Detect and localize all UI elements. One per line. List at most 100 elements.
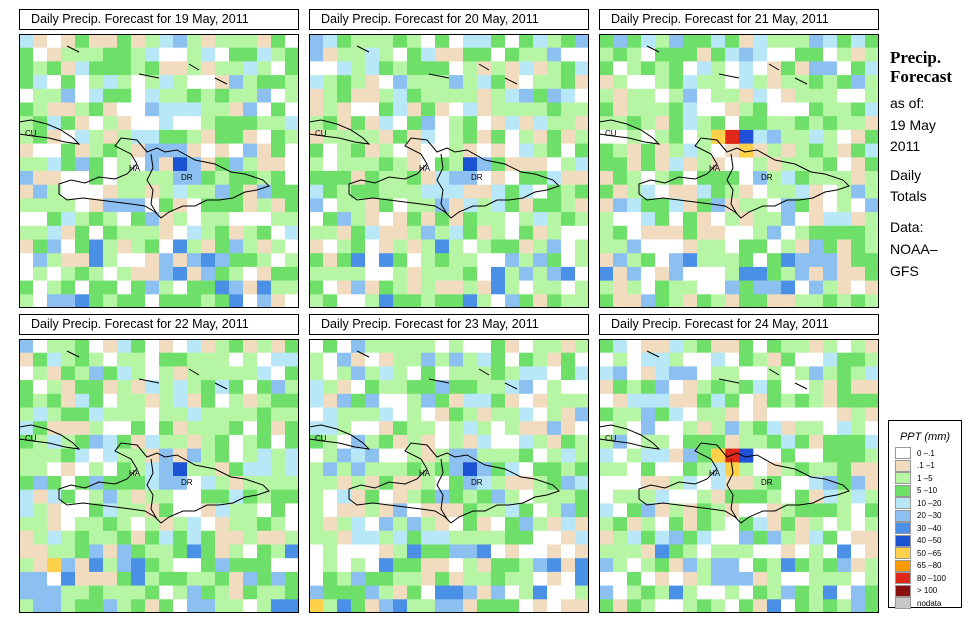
precip-cell bbox=[159, 225, 174, 240]
precip-cell bbox=[229, 280, 244, 295]
precip-cell bbox=[505, 476, 520, 490]
precip-cell bbox=[89, 339, 104, 353]
precip-cell bbox=[655, 75, 670, 90]
precip-cell bbox=[379, 143, 394, 158]
precip-cell bbox=[547, 530, 562, 545]
precip-cell bbox=[561, 380, 576, 395]
precip-cell bbox=[519, 517, 534, 532]
precip-cell bbox=[379, 462, 394, 477]
precip-cell bbox=[533, 599, 548, 613]
precip-cell bbox=[547, 75, 562, 90]
precip-cell bbox=[19, 530, 34, 545]
precip-cell bbox=[477, 352, 492, 367]
precip-cell bbox=[379, 266, 394, 281]
precip-cell bbox=[795, 530, 810, 545]
precip-cell bbox=[491, 171, 506, 185]
precip-cell bbox=[229, 102, 244, 117]
precip-cell bbox=[627, 530, 642, 545]
precip-cell bbox=[393, 61, 408, 76]
precip-cell bbox=[159, 448, 174, 463]
precip-cell bbox=[767, 88, 782, 103]
precip-cell bbox=[131, 266, 146, 281]
precip-cell bbox=[421, 171, 436, 185]
precip-cell bbox=[89, 517, 104, 532]
precip-cell bbox=[613, 212, 628, 227]
precip-cell bbox=[505, 571, 520, 586]
precip-cell bbox=[145, 530, 160, 545]
precip-cell bbox=[739, 393, 754, 408]
precip-cell bbox=[547, 503, 562, 518]
precip-cell bbox=[613, 116, 628, 131]
precip-cell bbox=[477, 517, 492, 532]
precip-cell bbox=[669, 184, 684, 199]
hispaniola-coastline bbox=[348, 137, 560, 219]
precip-cell bbox=[575, 503, 589, 518]
precip-cell bbox=[561, 393, 576, 408]
precip-cell bbox=[641, 448, 656, 463]
precip-cell bbox=[463, 157, 478, 172]
precip-cell bbox=[145, 352, 160, 367]
precip-cell bbox=[75, 462, 90, 477]
legend-item: > 100 bbox=[889, 584, 961, 598]
precip-cell bbox=[75, 448, 90, 463]
precip-cell bbox=[519, 448, 534, 463]
precip-cell bbox=[337, 407, 352, 422]
precip-cell bbox=[837, 503, 852, 518]
precip-cell bbox=[173, 585, 188, 600]
precip-cell bbox=[655, 157, 670, 172]
precip-cell bbox=[145, 34, 160, 48]
precip-cell bbox=[837, 393, 852, 408]
precip-cell bbox=[257, 462, 272, 477]
legend-swatch bbox=[895, 472, 911, 485]
precip-cell bbox=[365, 294, 380, 308]
precip-cell bbox=[519, 212, 534, 227]
precip-cell bbox=[809, 294, 824, 308]
precip-cell bbox=[561, 571, 576, 586]
precip-cell bbox=[533, 530, 548, 545]
precip-cell bbox=[683, 34, 698, 48]
precip-cell bbox=[641, 544, 656, 559]
precip-cell bbox=[449, 184, 464, 199]
precip-cell bbox=[159, 366, 174, 381]
precip-cell bbox=[323, 544, 338, 559]
precip-cell bbox=[795, 61, 810, 76]
precip-cell bbox=[823, 239, 838, 254]
precip-cell bbox=[379, 225, 394, 240]
precip-cell bbox=[145, 339, 160, 353]
precip-cell bbox=[809, 34, 824, 48]
precip-cell bbox=[823, 434, 838, 449]
precip-cell bbox=[725, 421, 740, 436]
bahamas-island bbox=[718, 73, 740, 79]
precip-cell bbox=[33, 75, 48, 90]
precip-cell bbox=[33, 393, 48, 408]
precip-cell bbox=[75, 530, 90, 545]
precip-cell bbox=[575, 393, 589, 408]
precip-cell bbox=[379, 129, 394, 144]
precip-cell bbox=[809, 339, 824, 353]
precip-cell bbox=[739, 380, 754, 395]
heading-line-1: Precip. bbox=[890, 48, 942, 67]
precip-cell bbox=[823, 116, 838, 131]
precip-cell bbox=[725, 571, 740, 586]
precip-cell bbox=[407, 434, 422, 449]
precip-cell bbox=[449, 198, 464, 213]
precip-cell bbox=[655, 421, 670, 436]
precip-cell bbox=[19, 517, 34, 532]
precip-cell bbox=[271, 34, 286, 48]
precip-cell bbox=[599, 129, 614, 144]
bahamas-island bbox=[646, 350, 660, 358]
precip-cell bbox=[61, 544, 76, 559]
precip-cell bbox=[215, 352, 230, 367]
precip-cell bbox=[823, 476, 838, 490]
precip-cell bbox=[613, 34, 628, 48]
precip-cell bbox=[711, 102, 726, 117]
precip-cell bbox=[257, 88, 272, 103]
precip-cell bbox=[421, 47, 436, 62]
precip-cell bbox=[323, 571, 338, 586]
precip-cell bbox=[753, 339, 768, 353]
precip-cell bbox=[613, 294, 628, 308]
precip-cell bbox=[393, 88, 408, 103]
precip-cell bbox=[683, 253, 698, 268]
precip-cell bbox=[131, 489, 146, 504]
precip-cell bbox=[323, 198, 338, 213]
